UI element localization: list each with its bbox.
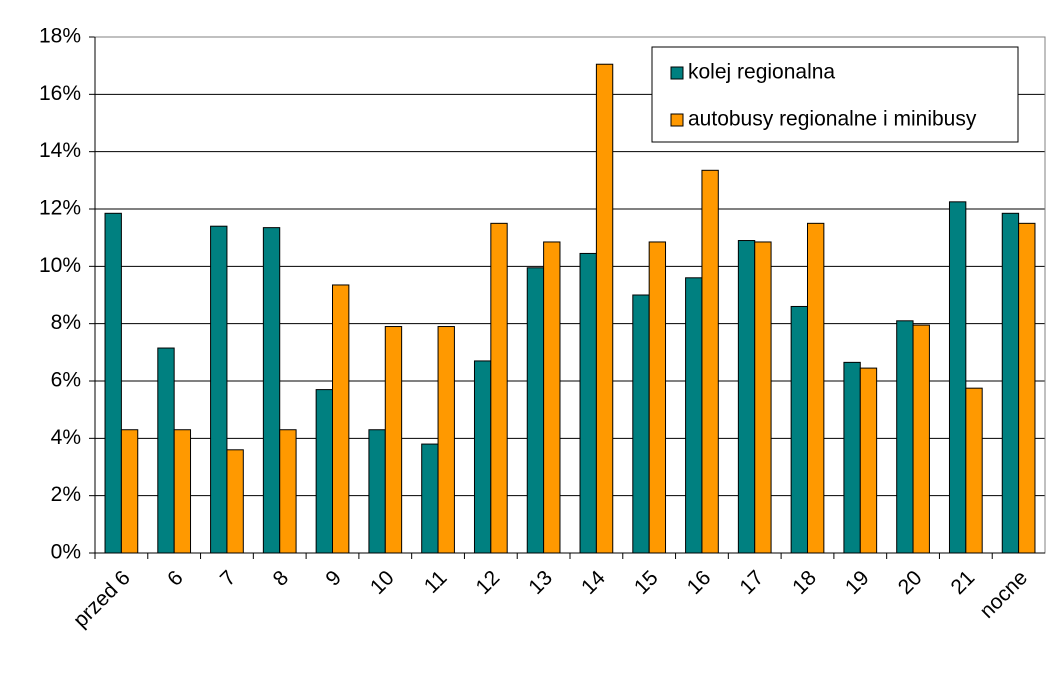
bar [526, 267, 545, 554]
y-tick-label: 2% [51, 483, 81, 506]
bar [859, 367, 878, 554]
bar [948, 201, 967, 554]
bar [421, 443, 439, 554]
bar [579, 252, 597, 554]
bar [632, 294, 650, 554]
bar [104, 212, 122, 554]
bar [226, 449, 244, 554]
bar [790, 305, 809, 554]
bar [595, 63, 614, 554]
legend-label: kolej regionalna [688, 61, 835, 84]
legend-label: autobusy regionalne i minibusy [688, 108, 977, 131]
bar [473, 360, 492, 554]
y-tick-label: 6% [51, 369, 81, 392]
bar [543, 241, 561, 554]
bar [1001, 212, 1020, 554]
bar [384, 326, 403, 554]
bar [279, 429, 297, 554]
x-tick-label: 18 [788, 566, 821, 599]
x-tick-label: 21 [947, 566, 980, 599]
bar [701, 169, 719, 554]
x-tick-label: 6 [163, 566, 188, 591]
y-tick-label: 4% [51, 426, 81, 449]
bar [490, 222, 508, 554]
bar [368, 429, 386, 554]
x-tick-label: 13 [524, 566, 557, 599]
bar [965, 387, 983, 554]
bar [896, 320, 914, 554]
x-tick-label: 10 [366, 566, 399, 599]
legend-swatch [670, 113, 684, 127]
bar [1018, 222, 1036, 554]
bar [120, 429, 139, 554]
y-tick-label: 10% [39, 254, 81, 277]
x-tick-label: przed 6 [69, 566, 135, 632]
x-tick-label: 9 [321, 566, 346, 591]
bar [754, 241, 772, 554]
bar [173, 429, 192, 554]
x-tick-label: 19 [841, 566, 874, 599]
x-tick-label: 12 [472, 566, 505, 599]
x-tick-label: 20 [894, 566, 927, 599]
bar [648, 241, 667, 554]
x-tick-label: 15 [630, 566, 663, 599]
y-tick-label: 12% [39, 197, 81, 220]
bar [332, 284, 350, 554]
y-tick-label: 16% [39, 82, 81, 105]
y-tick-label: 18% [39, 25, 81, 48]
bar [157, 347, 175, 554]
x-tick-label: nocne [975, 566, 1032, 623]
bar [912, 324, 930, 554]
bar [315, 389, 333, 554]
bar [210, 225, 228, 554]
legend-box [651, 46, 1019, 143]
x-tick-label: 17 [735, 566, 768, 599]
bar [437, 326, 455, 554]
y-tick-label: 14% [39, 139, 81, 162]
bar [262, 227, 281, 554]
x-tick-label: 7 [216, 566, 241, 591]
y-tick-label: 0% [51, 541, 81, 564]
x-tick-label: 11 [420, 566, 452, 598]
x-tick-label: 16 [683, 566, 716, 599]
bar [685, 277, 703, 554]
x-tick-label: 8 [269, 566, 294, 591]
bar [737, 240, 756, 554]
x-tick-label: 14 [577, 566, 610, 599]
legend-swatch [670, 66, 684, 80]
bar [843, 361, 861, 554]
y-tick-label: 8% [51, 311, 81, 334]
bar [807, 222, 825, 554]
